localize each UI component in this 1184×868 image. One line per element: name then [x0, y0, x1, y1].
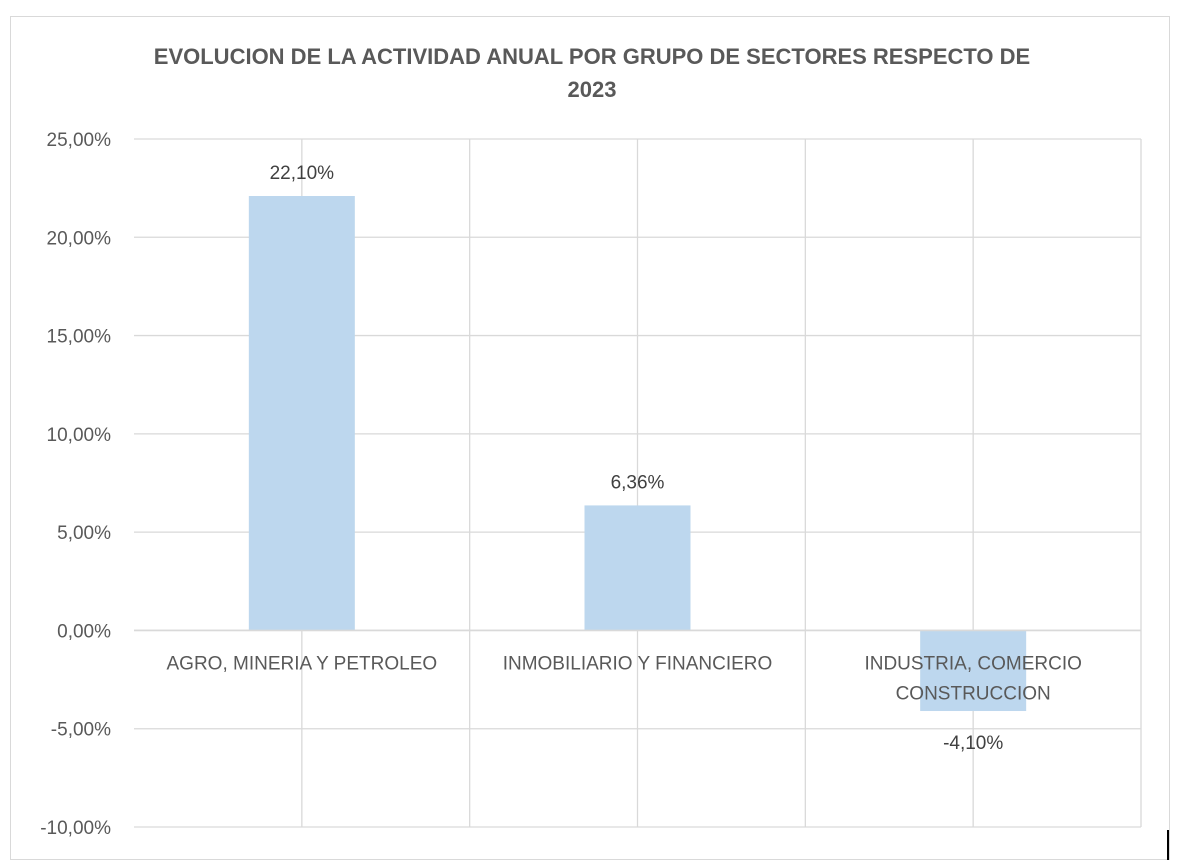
- chart-frame: [10, 16, 1170, 860]
- category-label: CONSTRUCCION: [896, 683, 1051, 704]
- y-tick-label: 20,00%: [47, 228, 112, 249]
- bar: [248, 196, 355, 631]
- y-tick-label: 25,00%: [47, 130, 112, 151]
- bar: [584, 505, 691, 631]
- data-label: 6,36%: [611, 472, 665, 493]
- category-label: INDUSTRIA, COMERCIO: [864, 653, 1081, 674]
- y-tick-label: 15,00%: [47, 327, 112, 348]
- category-label: INMOBILIARIO Y FINANCIERO: [503, 653, 773, 674]
- y-tick-label: 0,00%: [57, 621, 111, 642]
- data-label: -4,10%: [943, 733, 1003, 754]
- bar: [920, 630, 1027, 712]
- category-label: AGRO, MINERIA Y PETROLEO: [167, 653, 438, 674]
- chart-text: EVOLUCION DE LA ACTIVIDAD ANUAL POR GRUP…: [40, 44, 1082, 839]
- chart-title-line-2: 2023: [568, 77, 617, 102]
- data-label: 22,10%: [270, 163, 335, 184]
- y-tick-label: 10,00%: [47, 425, 112, 446]
- y-tick-label: -10,00%: [40, 818, 111, 839]
- corner-mark: [1167, 830, 1169, 860]
- y-tick-label: 5,00%: [57, 523, 111, 544]
- chart-title-line-1: EVOLUCION DE LA ACTIVIDAD ANUAL POR GRUP…: [154, 44, 1030, 69]
- bars: [248, 196, 1027, 712]
- y-tick-label: -5,00%: [51, 720, 111, 741]
